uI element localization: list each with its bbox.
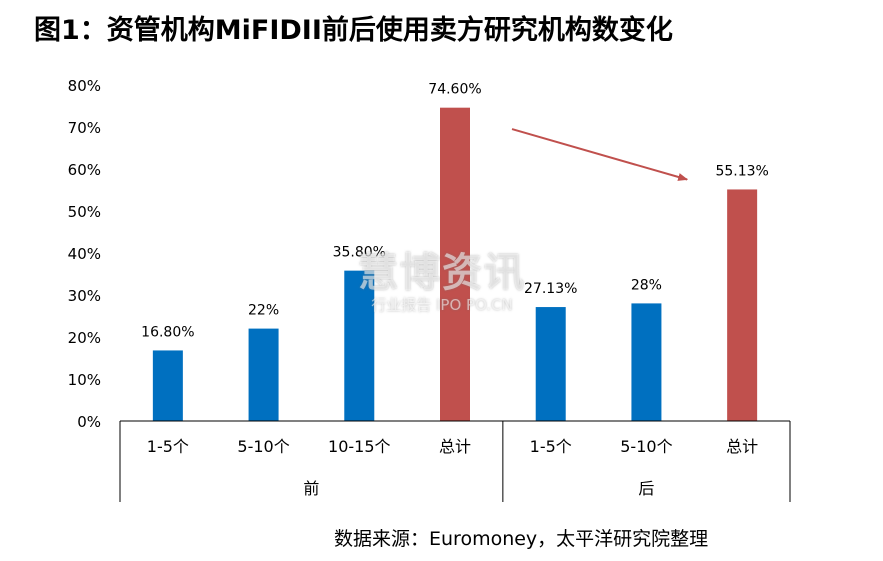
trend-arrow [511,128,689,181]
annotation [511,128,689,181]
data-label: 16.80% [141,324,194,340]
data-label: 22% [248,303,279,319]
y-tick-label: 10% [68,371,101,389]
x-category-label: 总计 [439,437,471,456]
y-tick-label: 20% [68,329,101,347]
x-group-label: 前 [303,479,319,498]
x-axis: 1-5个 5-10个 10-15个 总计前 1-5个 5-10个 总计后 [119,420,791,502]
y-tick-label: 50% [68,203,101,221]
x-category-label: 1-5个 [530,437,572,456]
y-tick-label: 0% [77,413,101,431]
bar [727,189,758,421]
bar [152,350,183,421]
bar [631,303,662,421]
bar [440,107,470,422]
data-label: 28% [631,277,662,293]
y-tick-label: 60% [68,161,101,179]
y-axis: 0% 10% 20% 30% 40% 50% 60% 70% 80% [68,77,101,431]
y-tick-label: 30% [68,287,101,305]
bar [535,307,566,421]
page-title: 图1：资管机构MiFIDII前后使用卖方研究机构数变化 [34,15,673,46]
y-tick-label: 70% [68,119,101,137]
x-category-label: 5-10个 [620,437,672,456]
data-label: 27.13% [524,281,577,297]
bar [248,328,279,421]
x-category-label: 5-10个 [237,437,289,456]
x-category-label: 10-15个 [328,437,391,456]
source-note: 数据来源：Euromoney，太平洋研究院整理 [334,528,709,550]
bars [152,107,758,422]
x-category-label: 1-5个 [147,437,189,456]
x-category-label: 总计 [726,437,758,456]
bar [344,270,375,421]
y-tick-label: 40% [68,245,101,263]
x-group-label: 后 [638,479,654,498]
bar-labels: 16.80% 22% 35.80% 74.60% 27.13% 28% 55.13% [141,82,769,341]
y-tick-label: 80% [68,77,101,95]
data-label: 74.60% [428,82,481,98]
data-label: 35.80% [333,245,386,261]
data-label: 55.13% [715,163,768,179]
